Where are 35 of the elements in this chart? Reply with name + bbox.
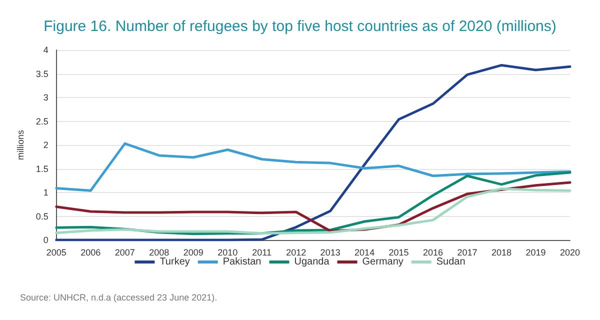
y-tick-label: 1.5 (36, 164, 48, 174)
x-tick-label: 2010 (218, 248, 238, 258)
x-tick-label: 2012 (286, 248, 306, 258)
y-tick-label: 2 (43, 140, 48, 150)
source-note: Source: UNHCR, n.d.a (accessed 23 June 2021). (20, 292, 218, 302)
legend-label: Uganda (294, 256, 330, 268)
y-tick-label: 4 (43, 45, 48, 55)
y-tick-label: 2.5 (36, 116, 48, 126)
line-series (55, 142, 572, 192)
x-tick-label: 2007 (114, 248, 135, 258)
line-series (55, 187, 572, 235)
x-tick-label: 2016 (423, 248, 444, 258)
y-tick-label: 3 (43, 92, 48, 102)
x-tick-label: 2020 (560, 248, 580, 258)
x-tick-label: 2018 (492, 248, 512, 258)
x-tick-label: 2008 (149, 248, 170, 258)
x-tick-label: 2013 (320, 248, 340, 258)
legend-label: Pakistan (222, 256, 262, 268)
x-tick-label: 2019 (526, 248, 546, 258)
legend-label: Germany (362, 256, 404, 268)
x-tick-label: 2006 (80, 248, 101, 258)
chart-title: Figure 16. Number of refugees by top five host countries as of 2020 (millions) (44, 18, 556, 35)
x-tick-label: 2014 (354, 248, 375, 258)
y-tick-label: 1 (43, 188, 48, 198)
x-tick-label: 2015 (388, 248, 409, 258)
x-tick-label: 2009 (183, 248, 204, 258)
legend-label: Turkey (160, 256, 190, 268)
x-tick-label: 2011 (252, 248, 272, 258)
y-tick-label: 3.5 (36, 68, 48, 79)
y-axis-title: millions (16, 130, 26, 160)
x-tick-label: 2005 (46, 248, 66, 258)
y-tick-label: 0 (43, 235, 48, 245)
x-tick-label: 2017 (457, 248, 478, 258)
legend-label: Sudan (436, 256, 466, 268)
y-tick-label: 0.5 (36, 211, 48, 222)
